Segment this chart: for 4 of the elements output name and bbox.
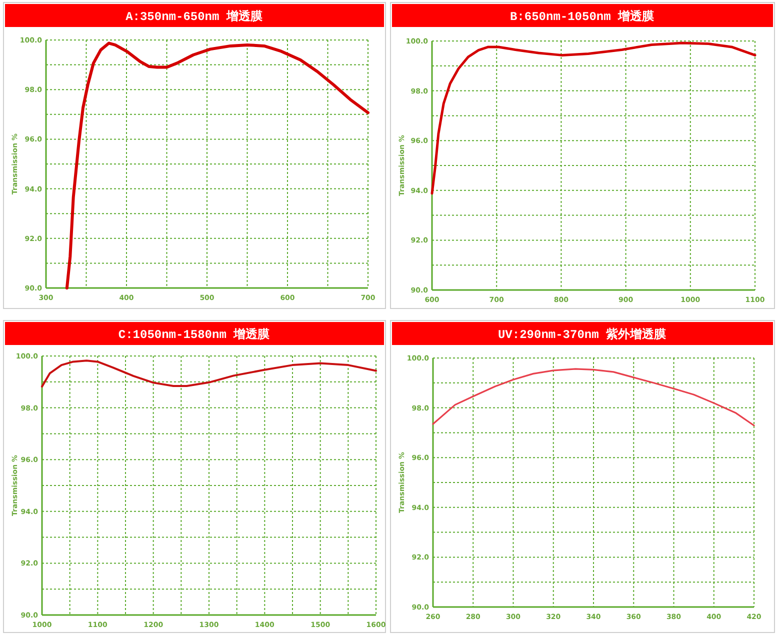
chart-title: A:350nm-650nm 增透膜 bbox=[126, 9, 262, 24]
chart-title: B:650nm-1050nm 增透膜 bbox=[510, 9, 654, 24]
chart-title: UV:290nm-370nm 紫外增透膜 bbox=[498, 327, 666, 342]
chart-title: C:1050nm-1580nm 增透膜 bbox=[118, 327, 270, 342]
